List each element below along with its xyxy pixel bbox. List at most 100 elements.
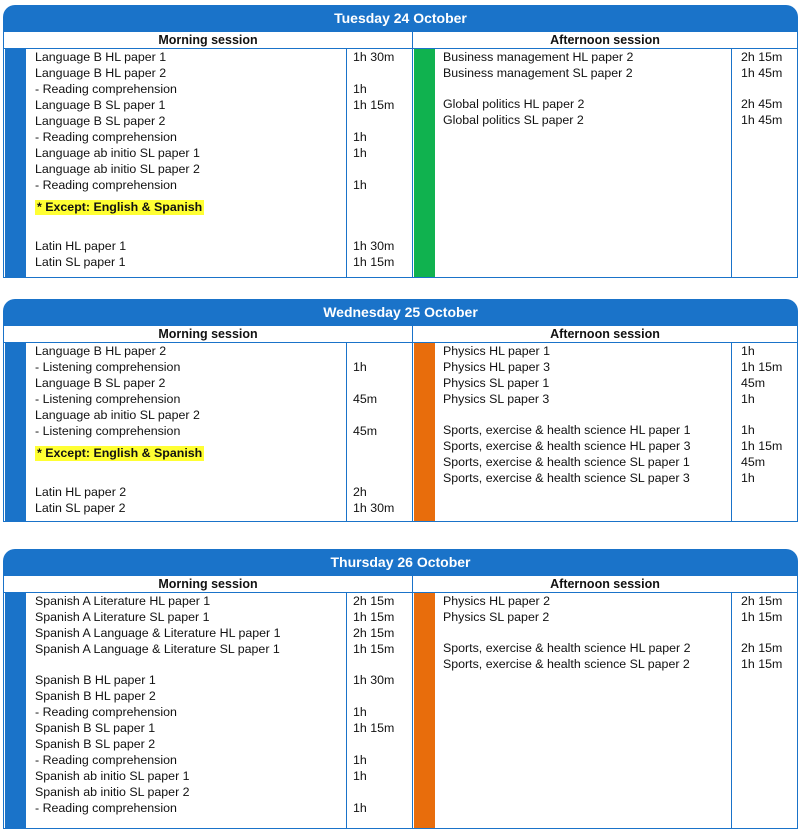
exam-row: Language B SL paper 2	[35, 113, 415, 129]
session-divider	[412, 576, 413, 828]
exception-note-row: * Except: English & Spanish	[35, 439, 415, 469]
exam-row: Spanish ab initio SL paper 1 1h	[35, 768, 415, 784]
spacer	[35, 469, 415, 484]
morning-color-bar	[5, 343, 26, 521]
exam-name: Language B HL paper 2	[35, 344, 167, 358]
exam-name: - Reading comprehension	[35, 82, 177, 96]
afternoon-time-divider	[731, 593, 732, 828]
exam-row: - Listening comprehension 1h	[35, 359, 415, 375]
exam-duration: 1h	[353, 753, 367, 767]
exam-row: Physics SL paper 1 45m	[443, 375, 793, 391]
exam-row: Sports, exercise & health science HL pap…	[443, 438, 793, 454]
exam-row: Sports, exercise & health science HL pap…	[443, 422, 793, 438]
exam-row: - Reading comprehension 1h	[35, 177, 415, 193]
morning-color-bar	[5, 593, 26, 828]
morning-time-divider	[346, 49, 347, 277]
exam-name: Physics HL paper 3	[443, 360, 550, 374]
exam-duration: 45m	[741, 376, 766, 390]
day-block-wednesday: Wednesday 25 October Morning session Aft…	[3, 299, 798, 522]
afternoon-session-heading: Afternoon session	[550, 327, 660, 341]
exam-name: Latin SL paper 2	[35, 501, 126, 515]
heading-divider	[4, 48, 797, 49]
afternoon-session-heading: Afternoon session	[550, 577, 660, 591]
morning-exam-list: Spanish A Literature HL paper 1 2h 15m Spa…	[35, 593, 415, 816]
exam-row: Language B SL paper 1 1h 15m	[35, 97, 415, 113]
exam-row: Physics HL paper 3 1h 15m	[443, 359, 793, 375]
day-table: Morning session Afternoon session Langua…	[3, 326, 798, 522]
exam-row: Sports, exercise & health science SL pap…	[443, 470, 793, 486]
morning-session-heading: Morning session	[158, 327, 258, 341]
exam-name: Language B HL paper 2	[35, 66, 167, 80]
spacer	[443, 81, 793, 96]
spacer	[443, 407, 793, 422]
exam-row: Language ab initio SL paper 1 1h	[35, 145, 415, 161]
day-block-tuesday: Tuesday 24 October Morning session After…	[3, 5, 798, 278]
afternoon-color-bar	[414, 49, 435, 277]
exam-duration: 1h 15m	[353, 255, 395, 269]
exam-duration: 45m	[353, 392, 378, 406]
exam-name: Latin HL paper 1	[35, 239, 127, 253]
exam-name: Spanish ab initio SL paper 1	[35, 769, 190, 783]
exam-duration: 1h	[353, 360, 367, 374]
exam-duration: 1h 15m	[741, 360, 783, 374]
exam-row: - Listening comprehension 45m	[35, 391, 415, 407]
exam-name: - Listening comprehension	[35, 360, 181, 374]
exam-duration: 1h	[741, 344, 755, 358]
exam-duration: 2h 15m	[353, 594, 395, 608]
day-table: Morning session Afternoon session Spanis…	[3, 576, 798, 829]
afternoon-exam-list: Business management HL paper 2 2h 15m Busi…	[443, 49, 793, 128]
exam-duration: 2h 15m	[353, 626, 395, 640]
session-divider	[412, 326, 413, 521]
afternoon-exam-list: Physics HL paper 1 1h Physics HL paper 3 1h…	[443, 343, 793, 486]
exam-row: Latin HL paper 2 2h	[35, 484, 415, 500]
exam-name: - Reading comprehension	[35, 130, 177, 144]
exam-duration: 1h 15m	[353, 98, 395, 112]
exam-name: Spanish B HL paper 1	[35, 673, 156, 687]
exam-row: Global politics SL paper 2 1h 45m	[443, 112, 793, 128]
exam-name: Global politics SL paper 2	[443, 113, 584, 127]
exam-name: Physics SL paper 2	[443, 610, 550, 624]
afternoon-color-bar	[414, 343, 435, 521]
afternoon-color-bar	[414, 593, 435, 828]
exam-duration: 1h	[741, 423, 755, 437]
exam-duration: 1h 15m	[741, 439, 783, 453]
exam-row: Physics HL paper 2 2h 15m	[443, 593, 793, 609]
exam-duration: 1h 45m	[741, 113, 783, 127]
morning-exam-list: Language B HL paper 2- Listening compreh…	[35, 343, 415, 516]
exam-name: Spanish A Literature HL paper 1	[35, 594, 211, 608]
exam-name: Language B SL paper 2	[35, 376, 166, 390]
exam-name: - Reading comprehension	[35, 178, 177, 192]
exam-row: Spanish ab initio SL paper 2	[35, 784, 415, 800]
exam-duration: 1h	[353, 82, 367, 96]
morning-time-divider	[346, 593, 347, 828]
exam-row: Spanish A Literature SL paper 1 1h 15m	[35, 609, 415, 625]
exam-duration: 1h 30m	[353, 50, 395, 64]
exam-row: Business management SL paper 2 1h 45m	[443, 65, 793, 81]
exception-note: * Except: English & Spanish	[35, 446, 205, 461]
exam-name: Spanish ab initio SL paper 2	[35, 785, 190, 799]
exam-name: Physics HL paper 1	[443, 344, 550, 358]
exam-name: Language B SL paper 1	[35, 98, 166, 112]
exam-row: - Reading comprehension 1h	[35, 81, 415, 97]
exam-name: Business management SL paper 2	[443, 66, 633, 80]
exam-name: Physics SL paper 3	[443, 392, 550, 406]
exam-duration: 1h 30m	[353, 673, 395, 687]
exam-name: Spanish A Literature SL paper 1	[35, 610, 210, 624]
exam-duration: 1h	[741, 392, 755, 406]
exam-duration: 1h 30m	[353, 239, 395, 253]
exam-duration: 1h	[353, 146, 367, 160]
exam-name: Language B HL paper 1	[35, 50, 167, 64]
morning-session-heading: Morning session	[158, 577, 258, 591]
exam-duration: 1h 15m	[353, 721, 395, 735]
exam-name: Spanish A Language & Literature HL paper…	[35, 626, 281, 640]
exam-name: Physics HL paper 2	[443, 594, 550, 608]
day-table: Morning session Afternoon session Langua…	[3, 32, 798, 278]
exam-name: Spanish B HL paper 2	[35, 689, 156, 703]
morning-color-bar	[5, 49, 26, 277]
exam-row: Latin SL paper 2 1h 30m	[35, 500, 415, 516]
exam-duration: 1h 15m	[741, 610, 783, 624]
exam-name: Sports, exercise & health science SL pap…	[443, 657, 690, 671]
exam-row: - Listening comprehension 45m	[35, 423, 415, 439]
exam-duration: 2h	[353, 485, 367, 499]
exam-name: Spanish A Language & Literature SL paper…	[35, 642, 280, 656]
